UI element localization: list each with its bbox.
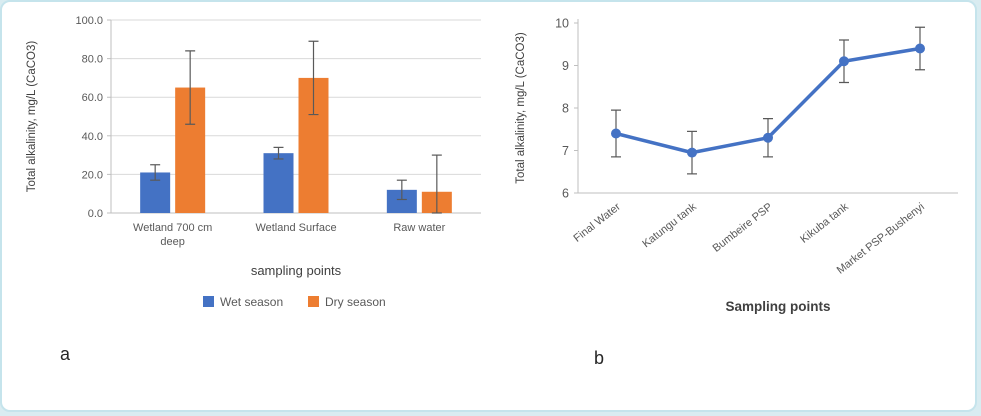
legend-swatch xyxy=(308,296,319,307)
x-category-label: Kikuba tank xyxy=(798,201,851,246)
x-axis-title: Sampling points xyxy=(725,299,830,314)
panel-label-a: a xyxy=(60,344,71,364)
y-axis-title: Total alkalinity, mg/L (CaCO3) xyxy=(26,41,38,193)
bar-wet xyxy=(386,189,417,213)
x-category-label: Bumbeire PSP xyxy=(711,201,775,255)
y-tick-label: 20.0 xyxy=(82,169,103,181)
charts-row: 0.0 20.0 40.0 60.0 80.0 100.0 Wetland 700 cm de… xyxy=(2,2,975,369)
y-tick-label: 100.0 xyxy=(75,15,103,27)
bar-wet xyxy=(263,153,294,213)
x-category-label: Market PSP-Bushenyi xyxy=(835,201,927,277)
line-marker xyxy=(839,56,849,67)
x-category-label: deep xyxy=(160,236,184,248)
y-tick-label: 0.0 xyxy=(88,208,103,220)
y-tick-label: 6 xyxy=(562,187,569,201)
legend-label: Dry season xyxy=(325,295,386,309)
line-marker xyxy=(915,43,925,54)
x-category-label: Wetland Surface xyxy=(255,222,336,234)
legend-swatch xyxy=(203,296,214,307)
chart-b: 6 7 8 9 10 Final Water Katungu tank Bumbeire PS… xyxy=(506,8,975,369)
x-axis-title: sampling points xyxy=(251,263,342,278)
x-category-label: Katungu tank xyxy=(640,201,699,251)
panel-label-b: b xyxy=(594,348,605,368)
y-tick-label: 40.0 xyxy=(82,131,103,143)
y-tick-label: 10 xyxy=(555,17,569,31)
x-category-label: Wetland 700 cm xyxy=(133,222,212,234)
y-tick-label: 80.0 xyxy=(82,54,103,66)
x-category-label: Final Water xyxy=(571,201,623,245)
line-chart-canvas: 6 7 8 9 10 Final Water Katungu tank Bumbeire PS… xyxy=(515,17,958,314)
x-category-label: Raw water xyxy=(393,222,445,234)
line-marker xyxy=(763,132,773,143)
y-tick-label: 9 xyxy=(562,59,569,73)
bar-chart-canvas: 0.0 20.0 40.0 60.0 80.0 100.0 Wetland 700 cm de… xyxy=(26,15,481,309)
y-tick-label: 60.0 xyxy=(82,92,103,104)
line-marker xyxy=(611,128,621,139)
chart-a: 0.0 20.0 40.0 60.0 80.0 100.0 Wetland 700 cm de… xyxy=(16,8,498,369)
line-marker xyxy=(687,147,697,158)
y-axis-title: Total alkalinity, mg/L (CaCO3) xyxy=(515,32,527,184)
legend-label: Wet season xyxy=(220,295,283,309)
y-tick-label: 8 xyxy=(562,102,569,116)
y-tick-label: 7 xyxy=(562,144,569,158)
